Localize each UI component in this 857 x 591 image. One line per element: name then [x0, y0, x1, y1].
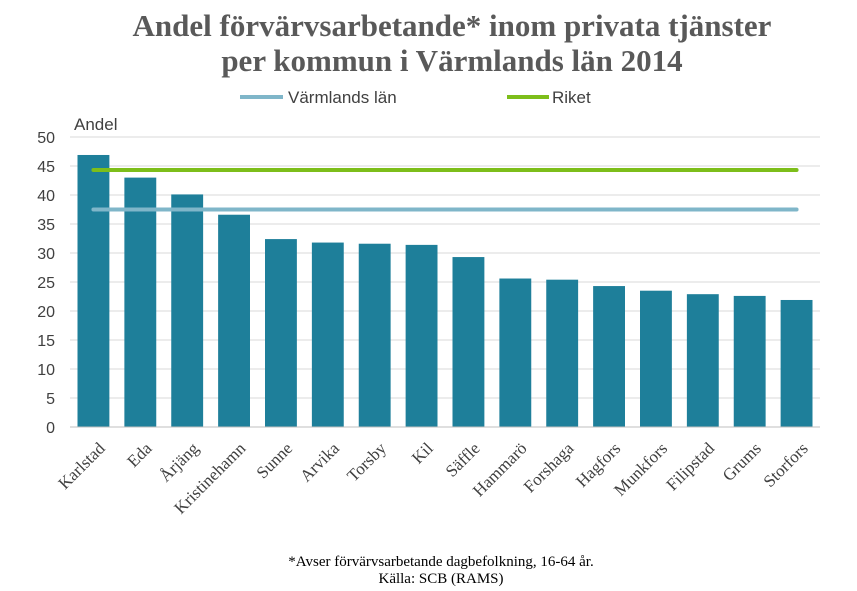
bars	[77, 154, 813, 428]
x-tick-label-storfors: Storfors	[760, 439, 812, 491]
bar-munkfors	[640, 290, 672, 427]
y-tick-label: 0	[46, 420, 55, 437]
x-tick-label-karlstad: Karlstad	[55, 438, 110, 493]
y-axis-ticks: 0 5 10 15 20 25 30 35 40 45 50	[37, 130, 55, 437]
bar-kil	[405, 244, 438, 427]
y-tick-label: 15	[37, 333, 55, 350]
x-tick-label-grums: Grums	[719, 439, 765, 485]
legend: Värmlands län Riket	[240, 88, 591, 107]
bar-sunne	[265, 239, 297, 427]
x-tick-label-saffle: Säffle	[442, 439, 484, 481]
y-tick-label: 45	[37, 159, 55, 176]
legend-label-varmlands-lan: Värmlands län	[288, 88, 397, 107]
chart-title-line-2: per kommun i Värmlands län 2014	[221, 43, 682, 78]
y-tick-label: 40	[37, 188, 55, 205]
legend-label-riket: Riket	[552, 88, 591, 107]
bar-hammaro	[499, 278, 532, 427]
y-tick-label: 30	[37, 246, 55, 263]
x-tick-label-eda: Eda	[123, 438, 155, 470]
bar-eda	[124, 177, 157, 427]
y-tick-label: 50	[37, 130, 55, 147]
footnotes: *Avser förvärvsarbetande dagbefolkning, …	[288, 554, 593, 587]
x-tick-label-arvika: Arvika	[296, 438, 343, 485]
x-tick-label-filipstad: Filipstad	[663, 438, 719, 494]
bar-arjang	[171, 194, 204, 427]
bar-hagfors	[593, 286, 625, 427]
x-tick-label-kil: Kil	[408, 439, 437, 468]
y-tick-label: 25	[37, 275, 55, 292]
y-tick-label: 5	[46, 391, 55, 408]
y-tick-label: 10	[37, 362, 55, 379]
y-axis-label: Andel	[74, 115, 117, 134]
reference-lines	[91, 168, 799, 212]
bar-storfors	[780, 299, 813, 427]
x-tick-label-sunne: Sunne	[253, 439, 296, 482]
x-tick-label-forshaga: Forshaga	[520, 438, 578, 496]
bar-kristinehamn	[218, 214, 250, 427]
bar-forshaga	[546, 279, 579, 427]
x-tick-label-torsby: Torsby	[343, 438, 390, 485]
bar-saffle	[452, 257, 485, 427]
bar-filipstad	[686, 294, 719, 427]
footnote-definition: *Avser förvärvsarbetande dagbefolkning, …	[288, 554, 593, 570]
chart-title-line-1: Andel förvärvsarbetande* inom privata tj…	[133, 8, 772, 43]
bar-arvika	[311, 242, 344, 427]
bar-karlstad	[77, 154, 110, 428]
chart-title: Andel förvärvsarbetande* inom privata tj…	[133, 8, 772, 78]
footnote-source: Källa: SCB (RAMS)	[378, 571, 503, 587]
y-tick-label: 35	[37, 217, 55, 234]
bar-grums	[733, 295, 766, 427]
bar-torsby	[358, 243, 391, 427]
y-tick-label: 20	[37, 304, 55, 321]
